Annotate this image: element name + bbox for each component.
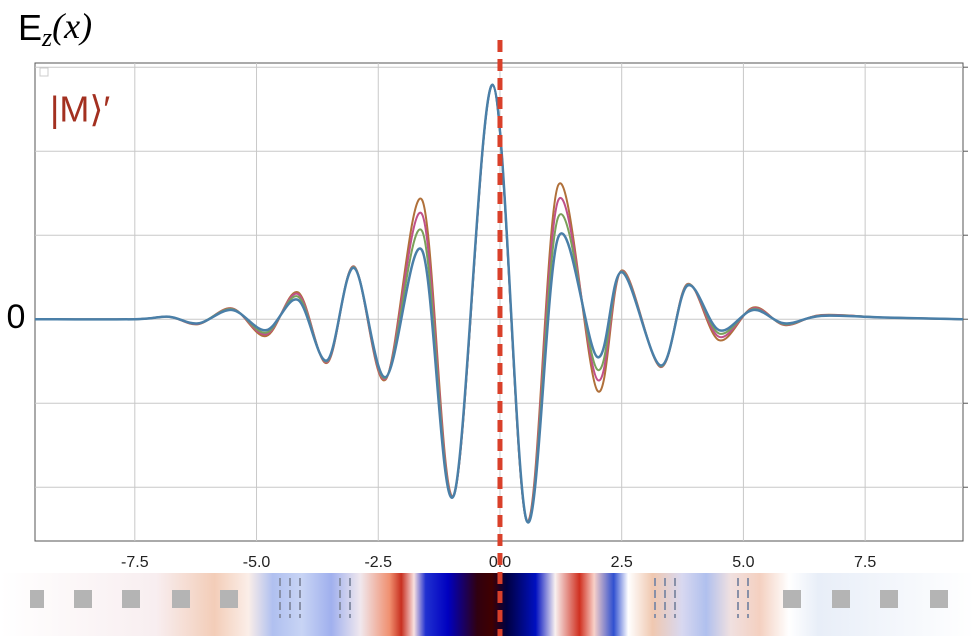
- strip-squares: [30, 590, 948, 608]
- title-base: E: [18, 7, 42, 48]
- plot: -7.5-5.0-2.50.02.55.07.5: [34, 63, 968, 571]
- chart-title: Ez(x): [18, 6, 92, 52]
- series-line: [34, 83, 964, 523]
- corner-box: [39, 67, 49, 77]
- x-tick-label: 2.5: [611, 554, 633, 571]
- strip-hatches: [279, 578, 749, 618]
- x-tick-label: 7.5: [854, 554, 876, 571]
- annotation: |M⟩′: [50, 89, 110, 130]
- y-tick-label: 0: [7, 298, 26, 336]
- x-tick-label: -2.5: [364, 554, 392, 571]
- series-line: [34, 83, 964, 523]
- field-strip: [0, 573, 974, 636]
- title-arg: (x): [52, 6, 92, 46]
- x-tick-label: -7.5: [121, 554, 149, 571]
- x-tick-label: -5.0: [243, 554, 271, 571]
- series-line: [34, 83, 964, 522]
- x-tick-label: 5.0: [732, 554, 754, 571]
- series-line: [34, 83, 964, 524]
- title-sub: z: [41, 23, 52, 52]
